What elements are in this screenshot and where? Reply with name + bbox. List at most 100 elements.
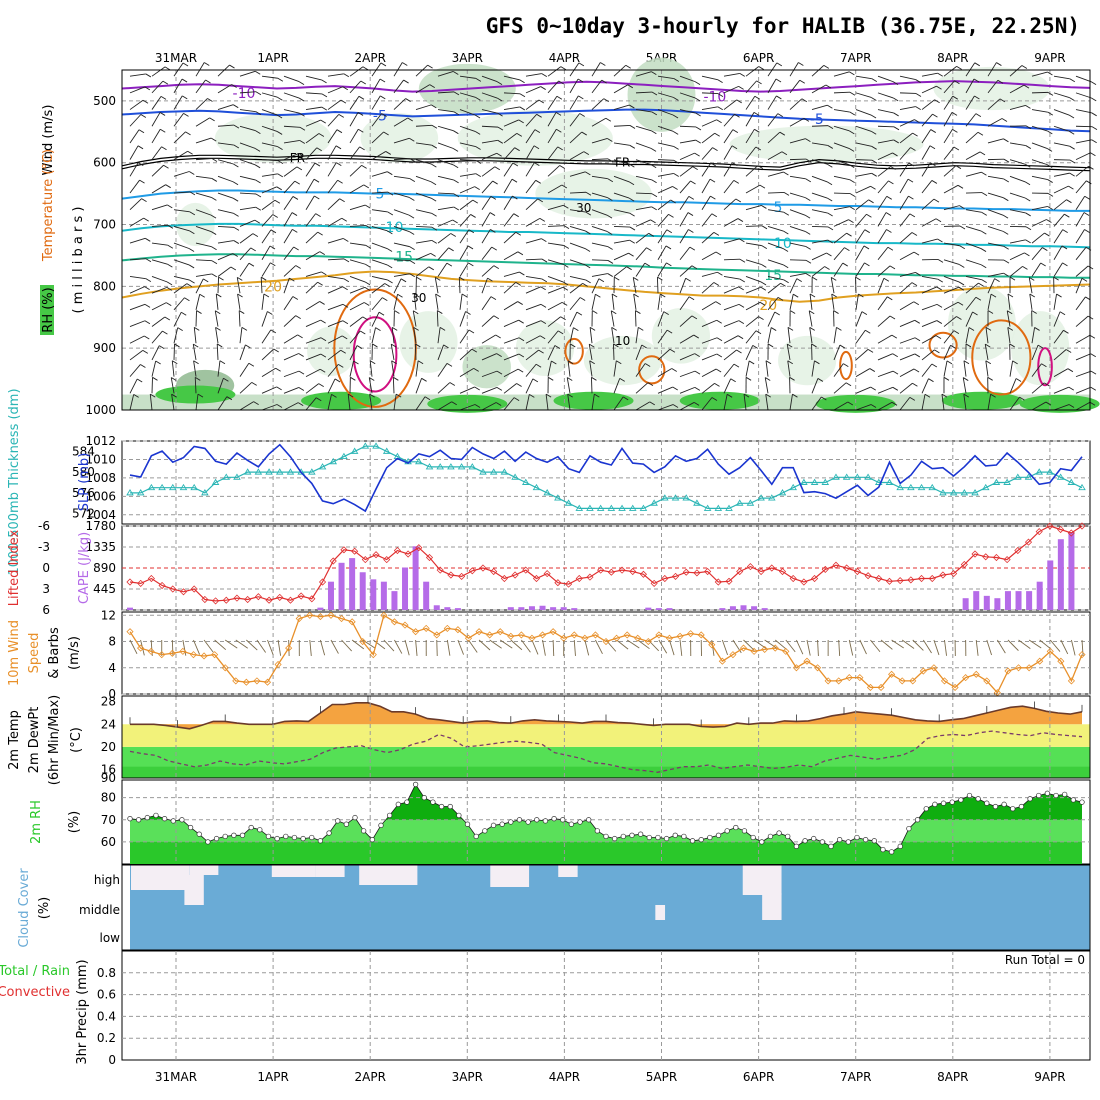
- wind-barb: [701, 178, 711, 194]
- wind-barb: [1031, 382, 1045, 394]
- wind-barb-10m: [679, 639, 683, 656]
- wind-barb-feather: [342, 320, 349, 325]
- wind-barb: [349, 360, 354, 377]
- wind-barb: [767, 327, 772, 344]
- rh2m-marker: [1053, 792, 1059, 799]
- wind-barb-feather: [931, 180, 938, 184]
- wind-barb-feather: [1066, 199, 1072, 204]
- wind-barb-feather: [563, 204, 569, 209]
- isotherm-label: 15: [395, 250, 413, 266]
- wind-barb-feather: [871, 78, 878, 83]
- wind-barb: [149, 394, 153, 411]
- wind-barb-feather: [959, 225, 966, 230]
- wind-barb-feather: [641, 344, 647, 349]
- wind-barb-feather: [849, 193, 856, 197]
- wind-barb: [855, 92, 872, 98]
- wind-barb-feather: [335, 145, 342, 150]
- wind-barb: [611, 293, 615, 310]
- wind-speed-marker: [1078, 651, 1086, 659]
- wind-barb: [657, 404, 674, 411]
- wind-barb-feather: [353, 360, 359, 365]
- wind-barb-feather: [1065, 349, 1072, 353]
- wind-barb: [613, 159, 630, 165]
- wind-barb-feather: [409, 137, 415, 142]
- wind-barb-feather: [144, 86, 151, 91]
- wind-speed-marker: [137, 644, 145, 652]
- wind-barb-feather: [427, 64, 433, 69]
- rh2m-marker: [776, 830, 782, 836]
- wind-barb-feather: [177, 327, 183, 332]
- wind-barb-feather: [629, 163, 635, 168]
- lifted-index-marker: [1003, 556, 1011, 564]
- wind-barb-feather: [298, 387, 305, 391]
- wind-barb-feather: [298, 97, 305, 102]
- wind-barb-feather: [1081, 277, 1088, 282]
- wind-barb-feather: [660, 293, 666, 298]
- wind-barb: [349, 242, 366, 246]
- wind-barb: [679, 229, 689, 244]
- wind-barb-feather: [811, 343, 817, 348]
- wind-barb: [877, 196, 888, 210]
- rh2m-marker: [1079, 799, 1085, 805]
- isotherm-label: 15: [764, 268, 782, 284]
- wind-barb-feather: [260, 276, 267, 281]
- wind-barb: [833, 142, 850, 149]
- wind-barb-10m: [224, 639, 238, 649]
- wind-barb: [745, 66, 760, 77]
- wind-barb-feather: [161, 146, 167, 151]
- wind-barb: [809, 327, 813, 344]
- wind-barb: [547, 96, 558, 110]
- lifted-index-marker: [597, 566, 605, 574]
- wind-barb-feather: [672, 386, 678, 391]
- wind-barb: [547, 259, 564, 265]
- wind-barb-feather: [827, 226, 834, 231]
- wind-barb-feather: [363, 184, 369, 189]
- wind-barb-feather: [712, 147, 718, 151]
- wind-barb-feather: [935, 218, 942, 223]
- wind-speed-marker: [708, 641, 716, 649]
- rh2m-marker: [689, 838, 696, 844]
- wind-barb: [767, 95, 777, 110]
- wind-barb-feather: [365, 244, 372, 249]
- wind-barb-feather: [933, 198, 940, 203]
- wind-barb: [811, 239, 828, 244]
- lifted-index-marker: [746, 563, 754, 571]
- cape-bar: [751, 606, 758, 610]
- wind-barb-feather: [211, 137, 217, 142]
- wind-barb-feather: [416, 276, 422, 281]
- wind-barb-feather: [629, 144, 636, 149]
- wind-barb-feather: [567, 393, 573, 398]
- wind-barb-feather: [318, 383, 324, 387]
- wind-barb: [1031, 401, 1047, 411]
- wind-barb: [327, 303, 344, 311]
- wind-barb: [679, 180, 691, 194]
- rh2m-marker: [1070, 797, 1076, 803]
- wind-barb-feather: [1068, 114, 1075, 119]
- wind-barb: [723, 320, 740, 327]
- wind-barb-feather: [908, 162, 914, 167]
- wind-barb: [657, 368, 672, 378]
- wind-barb-feather: [394, 310, 400, 314]
- wind-barb: [701, 271, 718, 277]
- warm-pocket-contour: [971, 319, 1032, 396]
- wind-barb-feather: [166, 281, 173, 286]
- wind-barb-feather: [475, 96, 481, 101]
- cape-bar: [729, 606, 736, 610]
- wind-barb: [943, 184, 959, 194]
- x-tick-label-bottom: 8APR: [937, 1070, 968, 1084]
- cape-bar: [327, 581, 334, 610]
- wind-barb: [1028, 277, 1033, 294]
- wind-barb-10m: [817, 639, 819, 656]
- cape-bar: [528, 606, 535, 610]
- wind-barb: [327, 73, 344, 77]
- wind-barb: [327, 99, 342, 110]
- wind-barb-10m: [457, 639, 464, 655]
- wind-barb-feather: [141, 198, 147, 203]
- wind-speed-marker: [983, 677, 991, 685]
- wind-barb-feather: [977, 131, 984, 136]
- wind-barb: [635, 159, 652, 166]
- wind-barb-feather: [937, 238, 943, 243]
- wind-barb: [613, 239, 630, 244]
- wind-barb: [1053, 199, 1067, 211]
- wind-barb-feather: [137, 145, 144, 150]
